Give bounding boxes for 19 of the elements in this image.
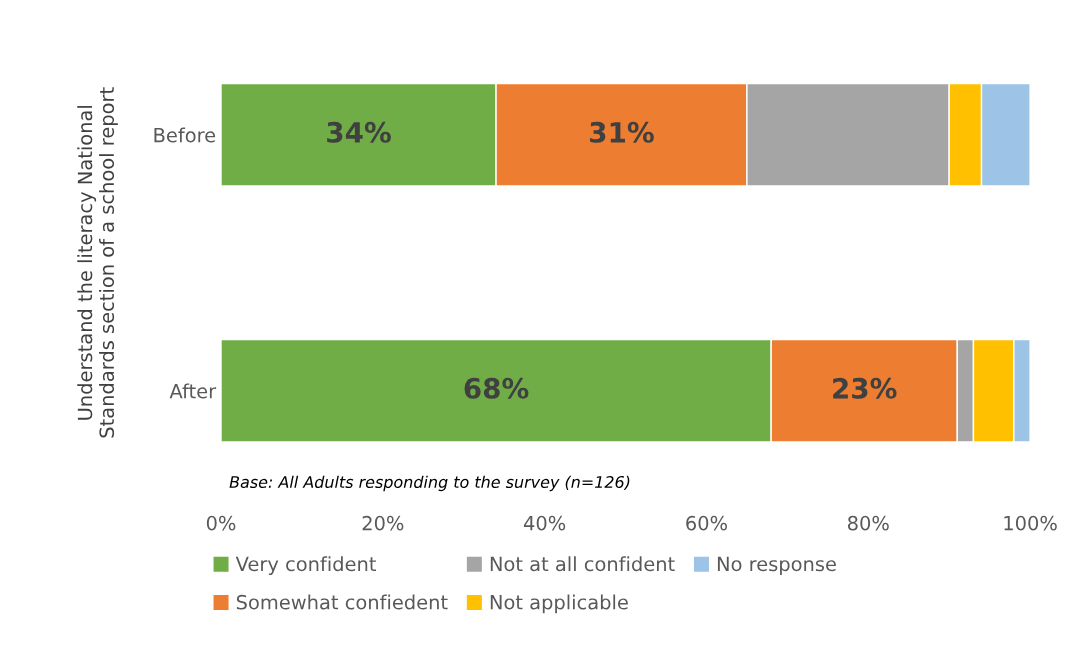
data-label: 23% bbox=[833, 377, 897, 399]
y-axis-title: Understand the literacy National Standards section of a school report bbox=[77, 87, 118, 438]
legend-label: Not at all confident bbox=[490, 556, 675, 572]
legend-label: Somewhat confiedent bbox=[236, 594, 448, 610]
data-label: 68% bbox=[464, 377, 529, 399]
y-tick-label: Before bbox=[154, 127, 216, 143]
x-tick-label: 0% bbox=[206, 515, 236, 531]
x-tick-label: 60% bbox=[686, 515, 727, 531]
legend-label: Very confident bbox=[235, 556, 376, 576]
annotation: Base: All Adults responding to the survey (n=126) bbox=[229, 475, 630, 492]
x-tick-label: 20% bbox=[362, 515, 404, 531]
x-tick-label: 100% bbox=[1004, 515, 1057, 531]
data-label: 34% bbox=[327, 121, 391, 143]
data-label: 31% bbox=[590, 121, 654, 143]
legend-label: Not applicable bbox=[490, 594, 628, 614]
y-tick-label: After bbox=[169, 383, 217, 399]
legend-label: No response bbox=[717, 556, 836, 576]
x-tick-label: 40% bbox=[523, 515, 566, 531]
x-tick-label: 80% bbox=[847, 515, 889, 531]
